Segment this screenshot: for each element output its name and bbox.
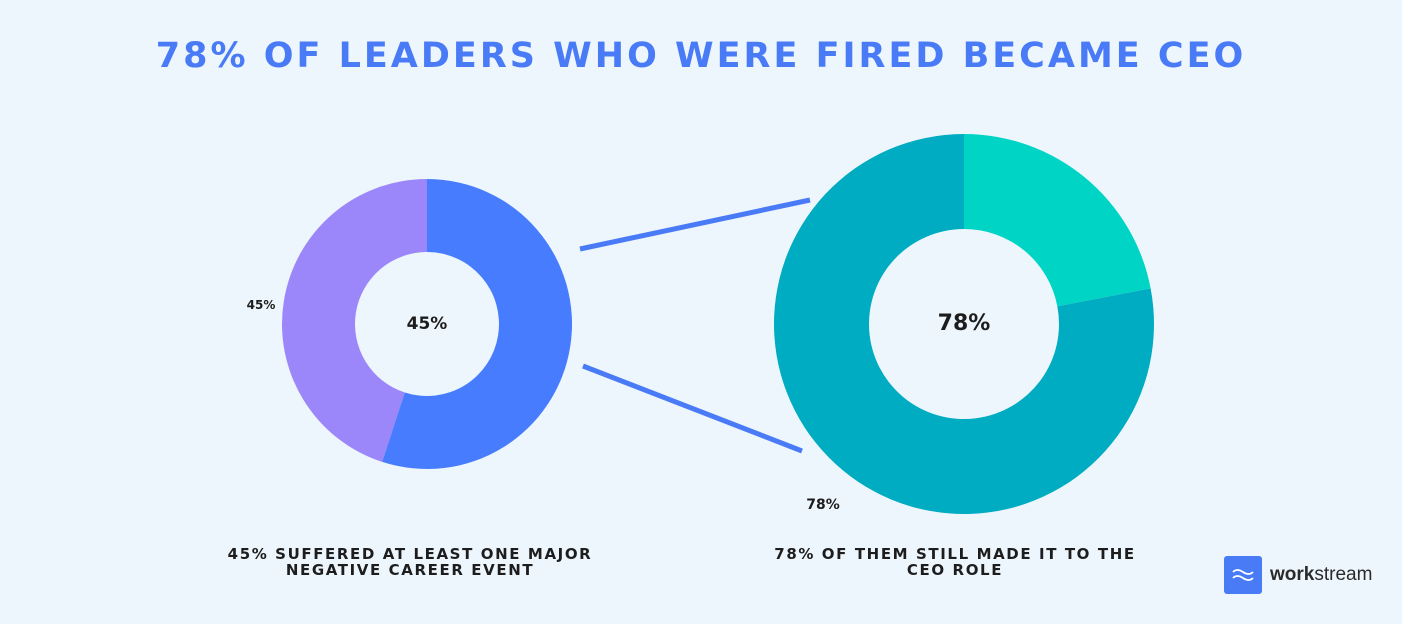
wave-icon [1224,556,1262,594]
caption-right-line-1: 78% OF THEM STILL MADE IT TO THE [774,545,1136,563]
brand-name-rest: stream [1314,564,1373,585]
chart-right-slice-1 [773,134,1154,515]
brand-logo: workstream [1224,556,1372,594]
donut-chart-left [281,179,572,469]
center-label-right: 78% [938,311,991,336]
connector-line-top [579,197,811,252]
center-label-left: 45% [407,314,448,334]
donut-chart-right [773,134,1154,515]
slice-label-right: 78% [806,497,840,513]
connector-line-bottom [582,363,803,454]
slice-label-left: 45% [247,298,276,312]
caption-left: 45% SUFFERED AT LEAST ONE MAJOR NEGATIVE… [200,546,620,578]
chart-left-slice-2 [382,179,572,469]
brand-name: workstream [1270,564,1372,586]
brand-name-bold: work [1270,564,1315,585]
caption-left-line-2: NEGATIVE CAREER EVENT [285,561,535,579]
chart-left-slice-1 [281,179,427,462]
caption-left-line-1: 45% SUFFERED AT LEAST ONE MAJOR [227,545,593,563]
caption-right: 78% OF THEM STILL MADE IT TO THE CEO ROL… [745,546,1165,578]
caption-right-line-2: CEO ROLE [906,561,1004,579]
page-title: 78% OF LEADERS WHO WERE FIRED BECAME CEO [155,36,1247,76]
chart-right-slice-2 [964,134,1151,307]
